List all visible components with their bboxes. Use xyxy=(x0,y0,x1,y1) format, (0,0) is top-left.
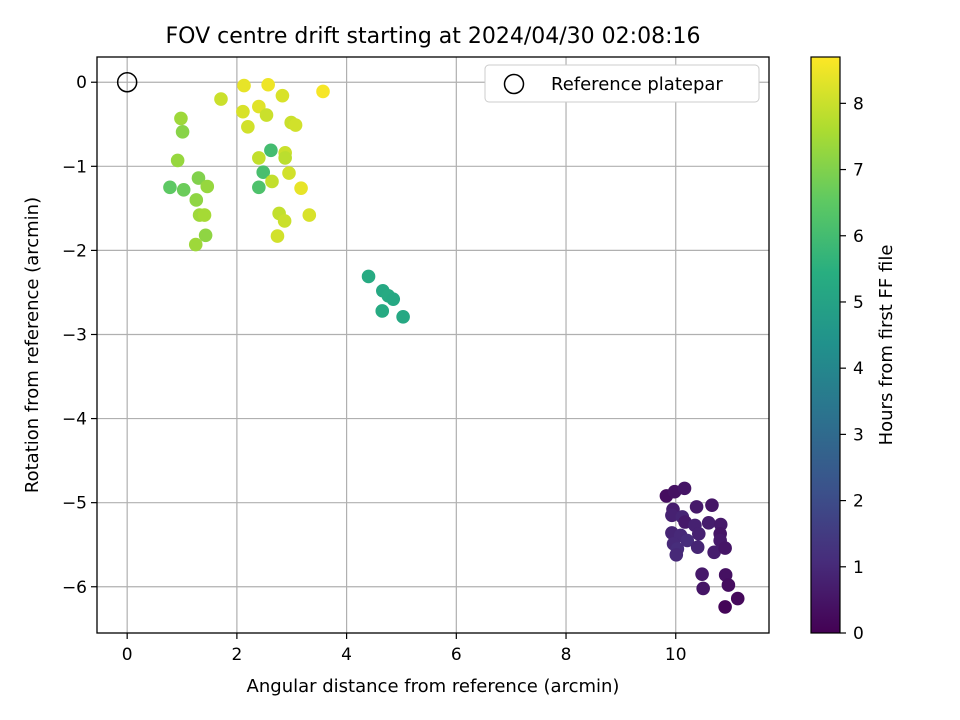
data-point xyxy=(214,92,228,106)
colorbar-tick-label: 4 xyxy=(853,359,864,379)
data-point xyxy=(695,567,709,581)
data-point xyxy=(174,111,188,126)
data-point xyxy=(163,180,177,195)
data-point xyxy=(200,179,215,194)
y-tick-label: −3 xyxy=(62,325,87,345)
data-point xyxy=(198,228,213,243)
legend-label: Reference platepar xyxy=(551,74,723,95)
data-point xyxy=(718,541,732,555)
y-axis-ticks: 0 −1 −2 −3 −4 −5 −6 xyxy=(62,73,97,598)
data-point xyxy=(696,581,710,596)
colorbar-ticks: 0 1 2 3 4 5 6 7 8 xyxy=(840,94,864,644)
data-point xyxy=(375,304,390,318)
data-point xyxy=(691,526,706,541)
y-axis-label: Rotation from reference (arcmin) xyxy=(22,197,43,493)
x-tick-label: 2 xyxy=(231,645,242,665)
colorbar-label: Hours from first FF file xyxy=(876,245,897,446)
y-tick-label: −1 xyxy=(62,157,87,177)
x-axis-ticks: 0 2 4 6 8 10 xyxy=(122,633,687,665)
data-point xyxy=(278,151,292,165)
data-point xyxy=(236,104,250,119)
data-points xyxy=(163,77,745,614)
gridlines xyxy=(97,57,769,633)
reference-platepar-marker xyxy=(116,71,138,93)
data-point xyxy=(677,481,692,496)
data-point xyxy=(361,269,376,284)
data-point xyxy=(264,143,278,158)
data-point xyxy=(261,77,275,92)
data-point xyxy=(252,180,266,195)
y-tick-label: −2 xyxy=(62,241,87,261)
data-point xyxy=(721,578,736,592)
data-point xyxy=(665,508,679,523)
data-point xyxy=(294,181,308,195)
data-point xyxy=(730,591,745,606)
data-point xyxy=(690,540,705,555)
data-point xyxy=(705,498,719,512)
colorbar-tick-label: 5 xyxy=(853,293,864,313)
data-point xyxy=(386,292,401,306)
data-point xyxy=(256,165,271,179)
x-tick-label: 10 xyxy=(665,645,687,665)
x-tick-label: 8 xyxy=(561,645,572,665)
data-point xyxy=(189,193,204,207)
data-point xyxy=(176,183,191,197)
data-point xyxy=(302,208,317,222)
data-point xyxy=(275,88,290,103)
data-point xyxy=(270,229,285,243)
colorbar: 0 1 2 3 4 5 6 7 8 Hours from first FF file xyxy=(810,56,897,644)
y-tick-label: −4 xyxy=(62,410,87,430)
y-tick-label: −6 xyxy=(62,578,87,598)
colorbar-tick-label: 1 xyxy=(853,558,864,578)
colorbar-tick-label: 6 xyxy=(853,227,864,247)
plot-frame xyxy=(96,56,770,634)
colorbar-tick-label: 2 xyxy=(853,492,864,512)
data-point xyxy=(701,516,716,530)
legend-box xyxy=(484,64,760,103)
data-point xyxy=(241,119,255,134)
data-point xyxy=(689,500,704,514)
data-point xyxy=(718,600,732,614)
y-tick-label: 0 xyxy=(76,73,87,93)
data-point xyxy=(265,174,279,189)
data-point xyxy=(277,214,292,228)
x-axis-label: Angular distance from reference (arcmin) xyxy=(247,676,620,697)
x-tick-label: 6 xyxy=(451,645,462,665)
data-point xyxy=(170,153,185,168)
data-point xyxy=(175,125,190,139)
data-point xyxy=(252,151,266,165)
data-point xyxy=(396,310,410,324)
colorbar-tick-label: 3 xyxy=(853,425,864,445)
colorbar-tick-label: 0 xyxy=(853,624,864,644)
chart-title: FOV centre drift starting at 2024/04/30 … xyxy=(166,24,701,49)
data-point xyxy=(707,545,721,560)
data-point xyxy=(288,118,303,132)
x-tick-label: 0 xyxy=(122,645,133,665)
data-point xyxy=(669,547,684,562)
colorbar-gradient xyxy=(810,56,841,634)
data-point xyxy=(191,171,206,185)
y-tick-label: −5 xyxy=(62,494,87,514)
colorbar-tick-label: 7 xyxy=(853,161,864,181)
data-point xyxy=(282,166,296,180)
colorbar-tick-label: 8 xyxy=(853,94,864,114)
x-tick-label: 4 xyxy=(341,645,352,665)
data-point xyxy=(316,84,330,99)
data-point xyxy=(197,208,212,222)
data-point xyxy=(188,237,203,252)
data-point xyxy=(237,78,251,93)
data-point xyxy=(680,533,695,548)
legend: Reference platepar xyxy=(484,64,760,103)
legend-marker-icon xyxy=(503,73,525,95)
data-point xyxy=(259,108,274,122)
